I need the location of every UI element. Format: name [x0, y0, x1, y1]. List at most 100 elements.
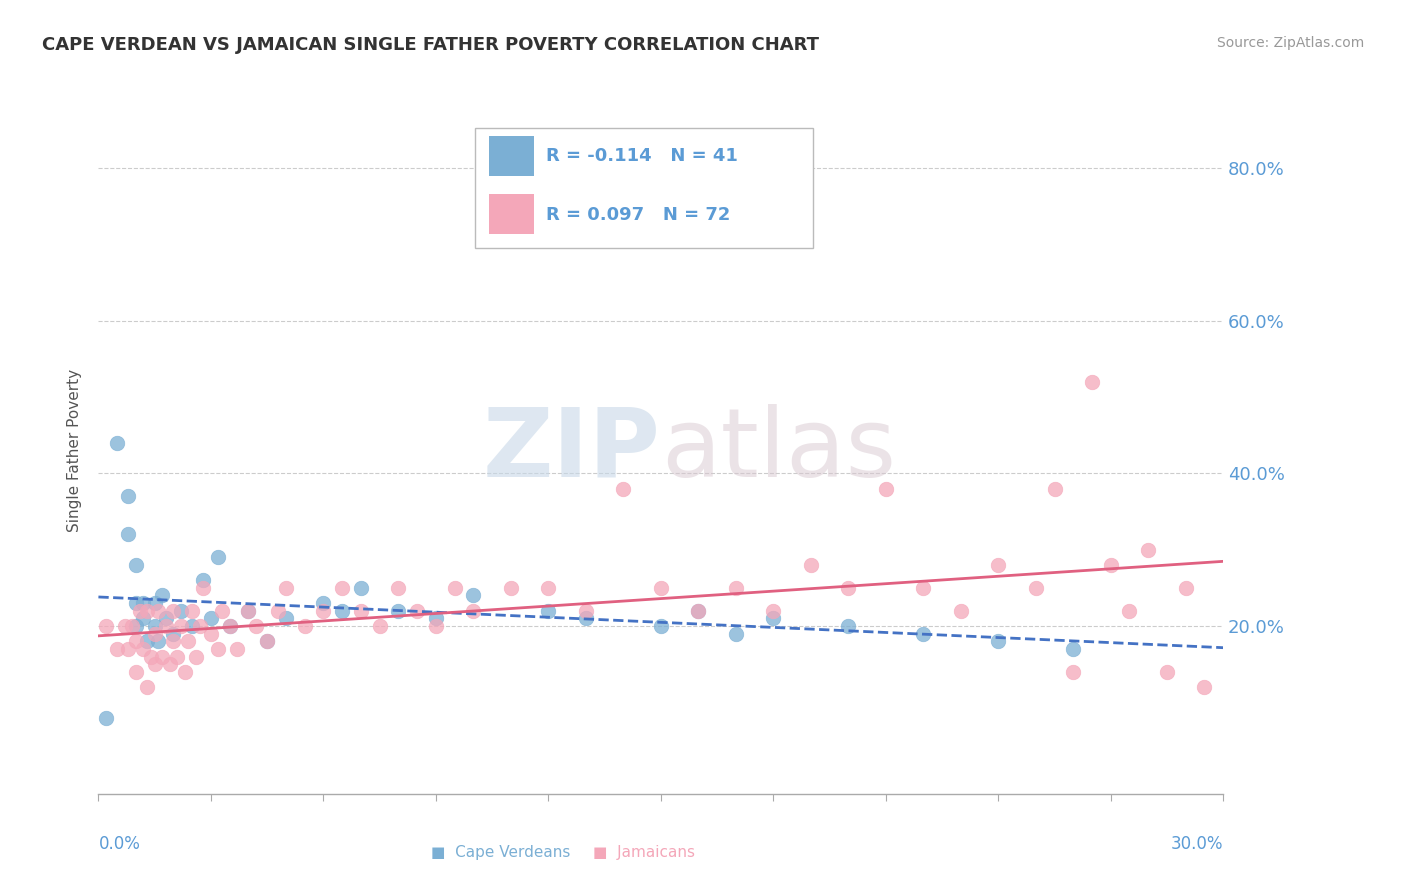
Point [132, 596, 155, 610]
Text: CAPE VERDEAN VS JAMAICAN SINGLE FATHER POVERTY CORRELATION CHART: CAPE VERDEAN VS JAMAICAN SINGLE FATHER P… [42, 36, 820, 54]
Point [575, 611, 598, 625]
Point [200, 626, 222, 640]
Point [443, 581, 465, 595]
Point [387, 604, 409, 618]
Point [245, 619, 267, 633]
Point [537, 581, 560, 595]
Point [575, 604, 598, 618]
Point [117, 489, 139, 503]
Point [121, 619, 143, 633]
Point [128, 604, 150, 618]
Point [463, 604, 485, 618]
Point [312, 604, 335, 618]
Point [188, 619, 211, 633]
Point [267, 604, 290, 618]
Point [688, 604, 710, 618]
Text: R = 0.097   N = 72: R = 0.097 N = 72 [546, 206, 731, 224]
Point [368, 619, 391, 633]
Point [330, 581, 353, 595]
Point [143, 626, 166, 640]
Point [226, 641, 249, 656]
Point [837, 581, 859, 595]
Point [125, 558, 148, 572]
Point [125, 634, 148, 648]
Point [125, 665, 148, 679]
Point [162, 634, 184, 648]
Text: R = -0.114   N = 41: R = -0.114 N = 41 [546, 147, 738, 166]
Point [1062, 641, 1084, 656]
Point [170, 619, 193, 633]
Point [117, 527, 139, 541]
Point [136, 604, 159, 618]
Point [875, 482, 897, 496]
Point [537, 604, 560, 618]
Bar [489, 194, 534, 234]
Point [200, 611, 222, 625]
Point [193, 573, 215, 587]
Text: Source: ZipAtlas.com: Source: ZipAtlas.com [1216, 36, 1364, 50]
Text: 30.0%: 30.0% [1171, 835, 1223, 853]
Point [162, 604, 184, 618]
Point [136, 634, 159, 648]
Point [1156, 665, 1178, 679]
Point [1062, 665, 1084, 679]
Point [238, 604, 260, 618]
Point [949, 604, 972, 618]
Bar [489, 136, 534, 176]
Point [218, 619, 240, 633]
Point [1025, 581, 1047, 595]
Point [184, 649, 207, 664]
Point [256, 634, 278, 648]
Point [177, 634, 200, 648]
Point [143, 596, 166, 610]
Point [193, 581, 215, 595]
Point [612, 482, 634, 496]
Point [463, 589, 485, 603]
Point [218, 619, 240, 633]
Point [724, 626, 747, 640]
Text: ZIP: ZIP [482, 404, 661, 497]
Point [155, 611, 177, 625]
FancyBboxPatch shape [475, 128, 813, 248]
Point [143, 657, 166, 672]
Point [150, 649, 173, 664]
Point [132, 641, 155, 656]
Point [1174, 581, 1197, 595]
Point [294, 619, 316, 633]
Text: atlas: atlas [661, 404, 896, 497]
Point [330, 604, 353, 618]
Y-axis label: Single Father Poverty: Single Father Poverty [67, 369, 83, 532]
Point [238, 604, 260, 618]
Point [724, 581, 747, 595]
Point [166, 649, 188, 664]
Point [1194, 680, 1216, 694]
Point [499, 581, 522, 595]
Point [912, 626, 935, 640]
Point [181, 604, 204, 618]
Point [117, 641, 139, 656]
Text: ■  Cape Verdeans: ■ Cape Verdeans [432, 846, 571, 861]
Point [837, 619, 859, 633]
Point [650, 581, 672, 595]
Point [94, 710, 117, 724]
Point [155, 619, 177, 633]
Point [125, 596, 148, 610]
Point [1043, 482, 1066, 496]
Point [94, 619, 117, 633]
Point [800, 558, 823, 572]
Point [425, 619, 447, 633]
Point [139, 649, 162, 664]
Point [1099, 558, 1122, 572]
Point [987, 558, 1010, 572]
Point [650, 619, 672, 633]
Point [406, 604, 429, 618]
Point [425, 611, 447, 625]
Point [181, 619, 204, 633]
Point [173, 665, 195, 679]
Point [132, 611, 155, 625]
Point [148, 634, 170, 648]
Point [114, 619, 136, 633]
Point [125, 619, 148, 633]
Point [1118, 604, 1140, 618]
Point [159, 657, 181, 672]
